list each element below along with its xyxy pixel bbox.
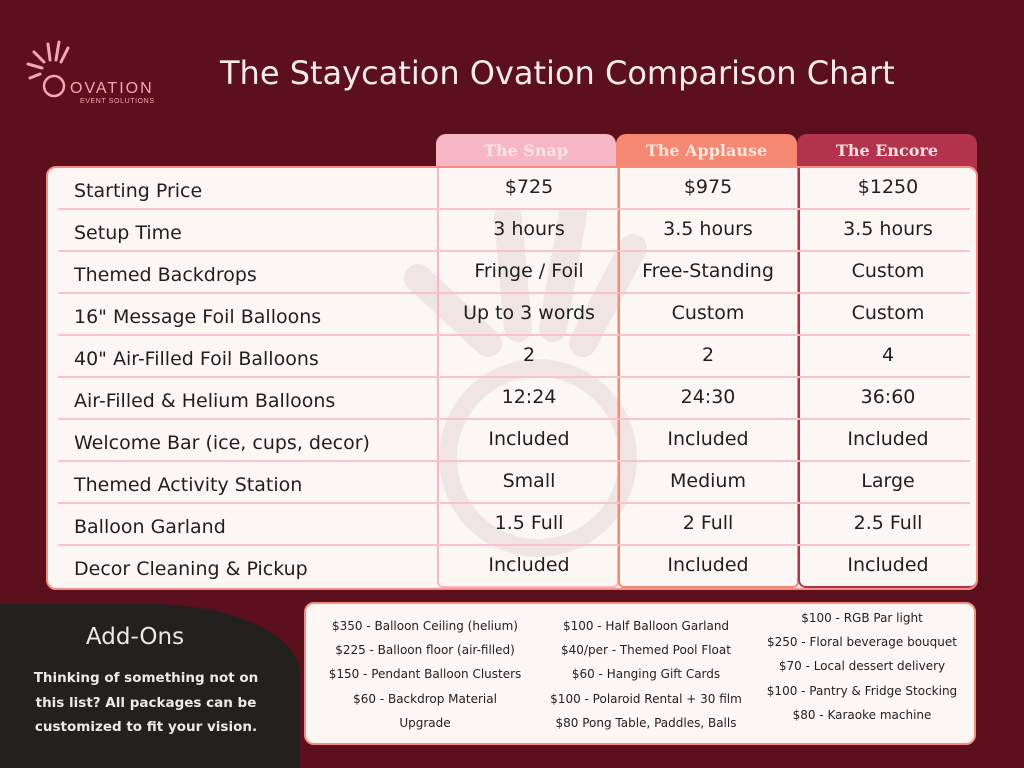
value-encore: Included <box>847 428 929 450</box>
value-snap: Small <box>502 470 556 492</box>
value-snap: 12:24 <box>501 386 557 408</box>
ovation-logo: OVATION EVENT SOLUTIONS <box>26 38 176 110</box>
row-divider <box>58 292 970 294</box>
value-snap: 1.5 Full <box>494 512 564 534</box>
table-row: Starting Price $725 $975 $1250 <box>48 168 976 210</box>
feature-label: 16" Message Foil Balloons <box>74 306 322 328</box>
value-snap: Included <box>488 554 570 576</box>
value-snap: Included <box>488 428 570 450</box>
row-divider <box>58 460 970 462</box>
addons-panel <box>0 604 300 768</box>
value-encore: Custom <box>851 302 925 324</box>
value-applause: Included <box>667 554 749 576</box>
row-divider <box>58 502 970 504</box>
value-snap: Up to 3 words <box>463 302 595 324</box>
encore-column-border <box>798 168 976 588</box>
row-divider <box>58 418 970 420</box>
addon-item: $80 Pong Table, Paddles, Balls <box>555 715 737 730</box>
feature-label: Air-Filled & Helium Balloons <box>74 390 336 412</box>
package-header-encore: The Encore <box>797 134 977 170</box>
table-row: 16" Message Foil Balloons Up to 3 words Cu… <box>48 294 976 336</box>
value-snap: Fringe / Foil <box>474 260 584 282</box>
value-encore: Large <box>861 470 915 492</box>
value-snap: $725 <box>504 176 554 198</box>
addon-item: $100 - RGB Par light <box>801 611 923 625</box>
table-row: Themed Activity Station Small Medium Large <box>48 462 976 504</box>
addon-item: $250 - Floral beverage bouquet <box>767 635 957 650</box>
addon-item: $60 - Backdrop Material <box>353 691 497 706</box>
value-encore: 36:60 <box>860 386 916 408</box>
table-row: Air-Filled & Helium Balloons 12:24 24:30 36… <box>48 378 976 420</box>
package-header-applause: The Applause <box>616 134 797 170</box>
row-divider <box>58 376 970 378</box>
value-encore: 2.5 Full <box>853 512 923 534</box>
addon-item: Upgrade <box>399 715 451 730</box>
value-applause: Included <box>667 428 749 450</box>
table-row: Themed Backdrops Fringe / Foil Free-Standi… <box>48 252 976 294</box>
value-encore: Included <box>847 554 929 576</box>
feature-label: Setup Time <box>74 222 182 244</box>
feature-label: Decor Cleaning & Pickup <box>74 558 308 580</box>
value-applause: Custom <box>671 302 745 324</box>
addon-item: $80 - Karaoke machine <box>792 707 932 722</box>
value-applause: 3.5 hours <box>663 218 753 240</box>
package-header-snap: The Snap <box>436 134 616 170</box>
table-row: Decor Cleaning & Pickup Included Included I… <box>48 546 976 588</box>
addon-item: $100 - Polaroid Rental + 30 film <box>550 691 742 706</box>
row-divider <box>58 208 970 210</box>
addons-column-3: $100 - RGB Par light $250 - Floral bevera… <box>754 606 970 727</box>
addon-item: $350 - Balloon Ceiling (helium) <box>332 619 518 633</box>
value-snap: 2 <box>522 344 536 366</box>
value-applause: Medium <box>670 470 746 492</box>
value-applause: Free-Standing <box>642 260 774 282</box>
table-row: Setup Time 3 hours 3.5 hours 3.5 hours <box>48 210 976 252</box>
value-applause: 24:30 <box>680 386 736 408</box>
feature-label: Themed Activity Station <box>74 474 303 496</box>
value-applause: 2 <box>701 344 715 366</box>
feature-label: Welcome Bar (ice, cups, decor) <box>74 432 370 454</box>
addon-item: $40/per - Themed Pool Float <box>561 643 731 658</box>
row-divider <box>58 250 970 252</box>
feature-label: Themed Backdrops <box>74 264 257 286</box>
value-applause: $975 <box>683 176 733 198</box>
hand-burst-icon <box>26 40 70 98</box>
value-encore: 3.5 hours <box>843 218 933 240</box>
addons-title: Add-Ons <box>85 624 185 650</box>
feature-label: Starting Price <box>74 180 203 202</box>
value-encore: Custom <box>851 260 925 282</box>
feature-label: 40" Air-Filled Foil Balloons <box>74 348 319 370</box>
addons-column-2: $100 - Half Balloon Garland $40/per - The… <box>538 614 754 735</box>
value-applause: 2 Full <box>682 512 734 534</box>
addons-list-box: $350 - Balloon Ceiling (helium) $225 - Ba… <box>304 602 976 745</box>
addon-item: $100 - Pantry & Fridge Stocking <box>766 683 958 698</box>
page-title: The Staycation Ovation Comparison Chart <box>220 54 895 92</box>
feature-label: Balloon Garland <box>74 516 226 538</box>
table-row: Welcome Bar (ice, cups, decor) Included In… <box>48 420 976 462</box>
value-encore: $1250 <box>857 176 919 198</box>
table-row: Balloon Garland 1.5 Full 2 Full 2.5 Full <box>48 504 976 546</box>
addon-item: $100 - Half Balloon Garland <box>562 619 730 633</box>
addon-item: $70 - Local dessert delivery <box>778 659 946 674</box>
row-divider <box>58 544 970 546</box>
addon-item: $60 - Hanging Gift Cards <box>571 667 721 682</box>
value-encore: 4 <box>881 344 895 366</box>
value-snap: 3 hours <box>493 218 565 240</box>
table-row: 40" Air-Filled Foil Balloons 2 2 4 <box>48 336 976 378</box>
logo-tagline: EVENT SOLUTIONS <box>80 98 155 105</box>
row-divider <box>58 334 970 336</box>
watermark-logo-icon <box>404 208 647 557</box>
addon-item: $225 - Balloon floor (air-filled) <box>335 643 515 658</box>
addons-description: Thinking of something not on this list? … <box>33 670 259 735</box>
addon-item: $150 - Pendant Balloon Clusters <box>328 667 522 682</box>
logo-wordmark: OVATION <box>70 80 154 97</box>
comparison-table: Starting Price $725 $975 $1250 Setup Time 3 h… <box>46 166 978 590</box>
addons-column-1: $350 - Balloon Ceiling (helium) $225 - Ba… <box>314 614 536 735</box>
